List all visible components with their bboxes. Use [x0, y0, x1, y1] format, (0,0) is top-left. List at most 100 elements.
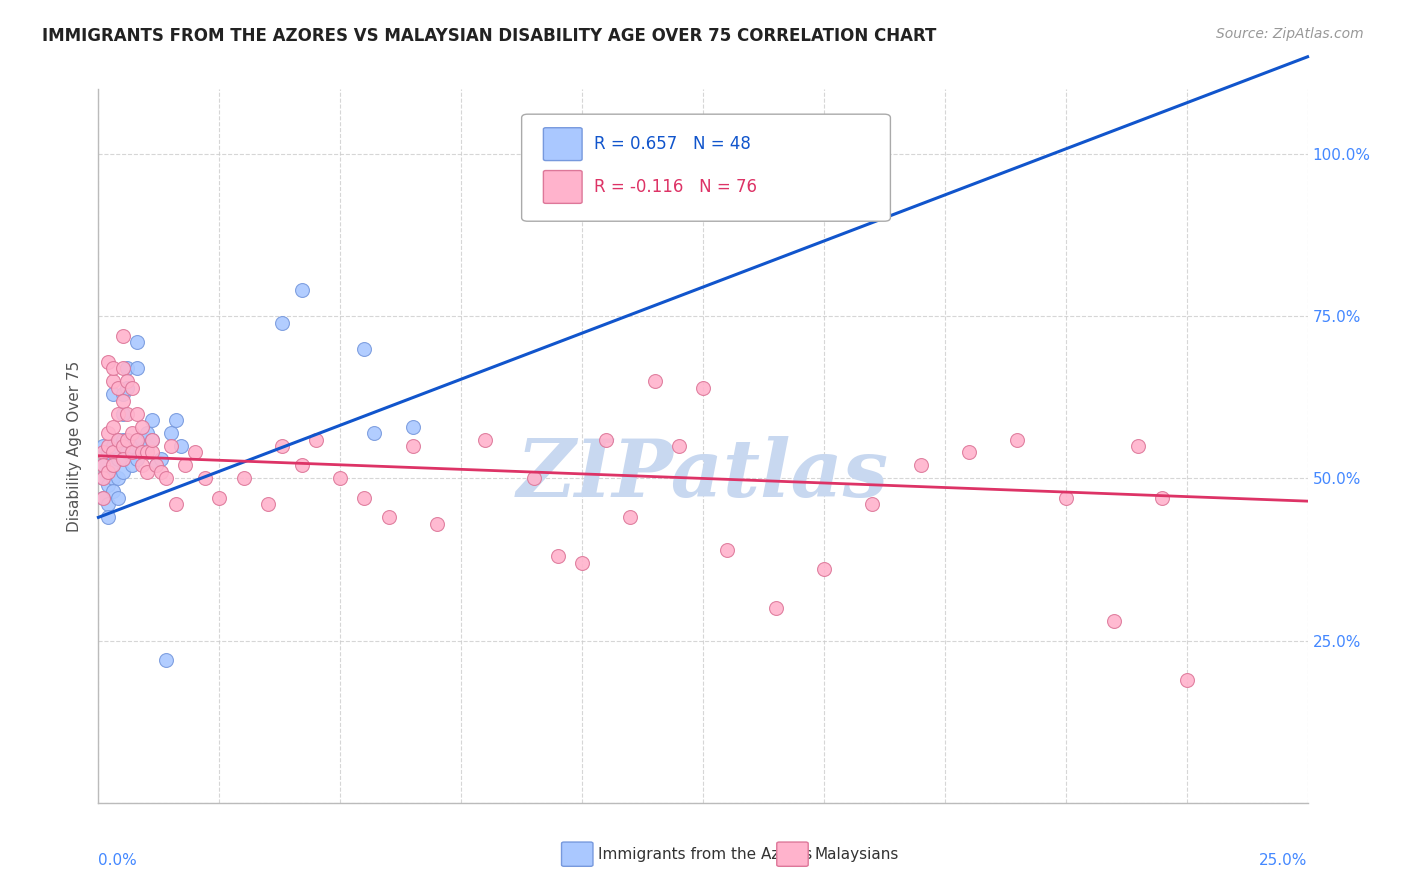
- Point: [101, 439, 124, 453]
- Point: [117, 381, 139, 395]
- FancyBboxPatch shape: [776, 842, 808, 866]
- Point: [1054, 491, 1077, 505]
- Point: [426, 516, 449, 531]
- Y-axis label: Disability Age Over 75: Disability Age Over 75: [67, 360, 83, 532]
- Point: [107, 433, 129, 447]
- Point: [813, 562, 835, 576]
- Point: [363, 425, 385, 440]
- Point: [107, 452, 129, 467]
- Point: [377, 510, 399, 524]
- Point: [150, 465, 173, 479]
- Point: [101, 458, 124, 473]
- Point: [1152, 491, 1174, 505]
- Point: [131, 433, 153, 447]
- Point: [860, 497, 883, 511]
- Point: [619, 510, 641, 524]
- Point: [256, 497, 278, 511]
- Point: [91, 439, 114, 453]
- Text: R = -0.116   N = 76: R = -0.116 N = 76: [595, 178, 758, 196]
- Point: [692, 381, 714, 395]
- Point: [141, 433, 163, 447]
- Point: [523, 471, 546, 485]
- Point: [329, 471, 352, 485]
- Point: [117, 433, 139, 447]
- Point: [97, 425, 120, 440]
- Text: Source: ZipAtlas.com: Source: ZipAtlas.com: [1216, 27, 1364, 41]
- Point: [305, 433, 328, 447]
- Point: [111, 439, 134, 453]
- Point: [155, 471, 177, 485]
- Text: IMMIGRANTS FROM THE AZORES VS MALAYSIAN DISABILITY AGE OVER 75 CORRELATION CHART: IMMIGRANTS FROM THE AZORES VS MALAYSIAN …: [42, 27, 936, 45]
- Point: [150, 452, 173, 467]
- Point: [111, 452, 134, 467]
- Point: [165, 497, 187, 511]
- Point: [1175, 673, 1198, 687]
- Point: [101, 484, 124, 499]
- Point: [101, 471, 124, 485]
- Point: [232, 471, 254, 485]
- Point: [101, 387, 124, 401]
- Text: Malaysians: Malaysians: [814, 847, 898, 862]
- Point: [121, 458, 143, 473]
- Point: [353, 342, 375, 356]
- Point: [97, 439, 120, 453]
- Text: 25.0%: 25.0%: [1260, 853, 1308, 868]
- Point: [121, 445, 143, 459]
- Point: [169, 439, 191, 453]
- Point: [91, 471, 114, 485]
- Point: [121, 439, 143, 453]
- Point: [97, 465, 120, 479]
- Point: [208, 491, 231, 505]
- Point: [127, 407, 149, 421]
- Point: [101, 374, 124, 388]
- Point: [91, 471, 114, 485]
- Point: [101, 458, 124, 473]
- Point: [101, 445, 124, 459]
- Point: [111, 328, 134, 343]
- Text: Immigrants from the Azores: Immigrants from the Azores: [598, 847, 813, 862]
- Point: [117, 374, 139, 388]
- Point: [135, 439, 157, 453]
- Point: [127, 433, 149, 447]
- Point: [101, 419, 124, 434]
- Point: [595, 433, 617, 447]
- FancyBboxPatch shape: [561, 842, 593, 866]
- Point: [117, 361, 139, 376]
- Point: [716, 542, 738, 557]
- Point: [141, 413, 163, 427]
- Text: ZIPatlas: ZIPatlas: [517, 436, 889, 513]
- Point: [107, 433, 129, 447]
- Point: [957, 445, 980, 459]
- Point: [145, 458, 167, 473]
- Point: [127, 452, 149, 467]
- Point: [111, 433, 134, 447]
- Point: [97, 510, 120, 524]
- Point: [91, 458, 114, 473]
- Point: [160, 439, 183, 453]
- Point: [117, 445, 139, 459]
- Point: [644, 374, 666, 388]
- Point: [571, 556, 593, 570]
- Point: [547, 549, 569, 564]
- FancyBboxPatch shape: [543, 128, 582, 161]
- Point: [765, 601, 787, 615]
- Point: [135, 465, 157, 479]
- Point: [141, 445, 163, 459]
- Point: [290, 283, 312, 297]
- Point: [402, 419, 425, 434]
- Point: [121, 425, 143, 440]
- Point: [1007, 433, 1029, 447]
- Point: [111, 393, 134, 408]
- Point: [111, 387, 134, 401]
- Point: [1128, 439, 1150, 453]
- Point: [910, 458, 932, 473]
- Point: [107, 407, 129, 421]
- Point: [141, 433, 163, 447]
- Point: [271, 316, 294, 330]
- Point: [194, 471, 217, 485]
- FancyBboxPatch shape: [522, 114, 890, 221]
- Point: [127, 335, 149, 350]
- Point: [117, 433, 139, 447]
- Text: 0.0%: 0.0%: [98, 853, 138, 868]
- Point: [111, 465, 134, 479]
